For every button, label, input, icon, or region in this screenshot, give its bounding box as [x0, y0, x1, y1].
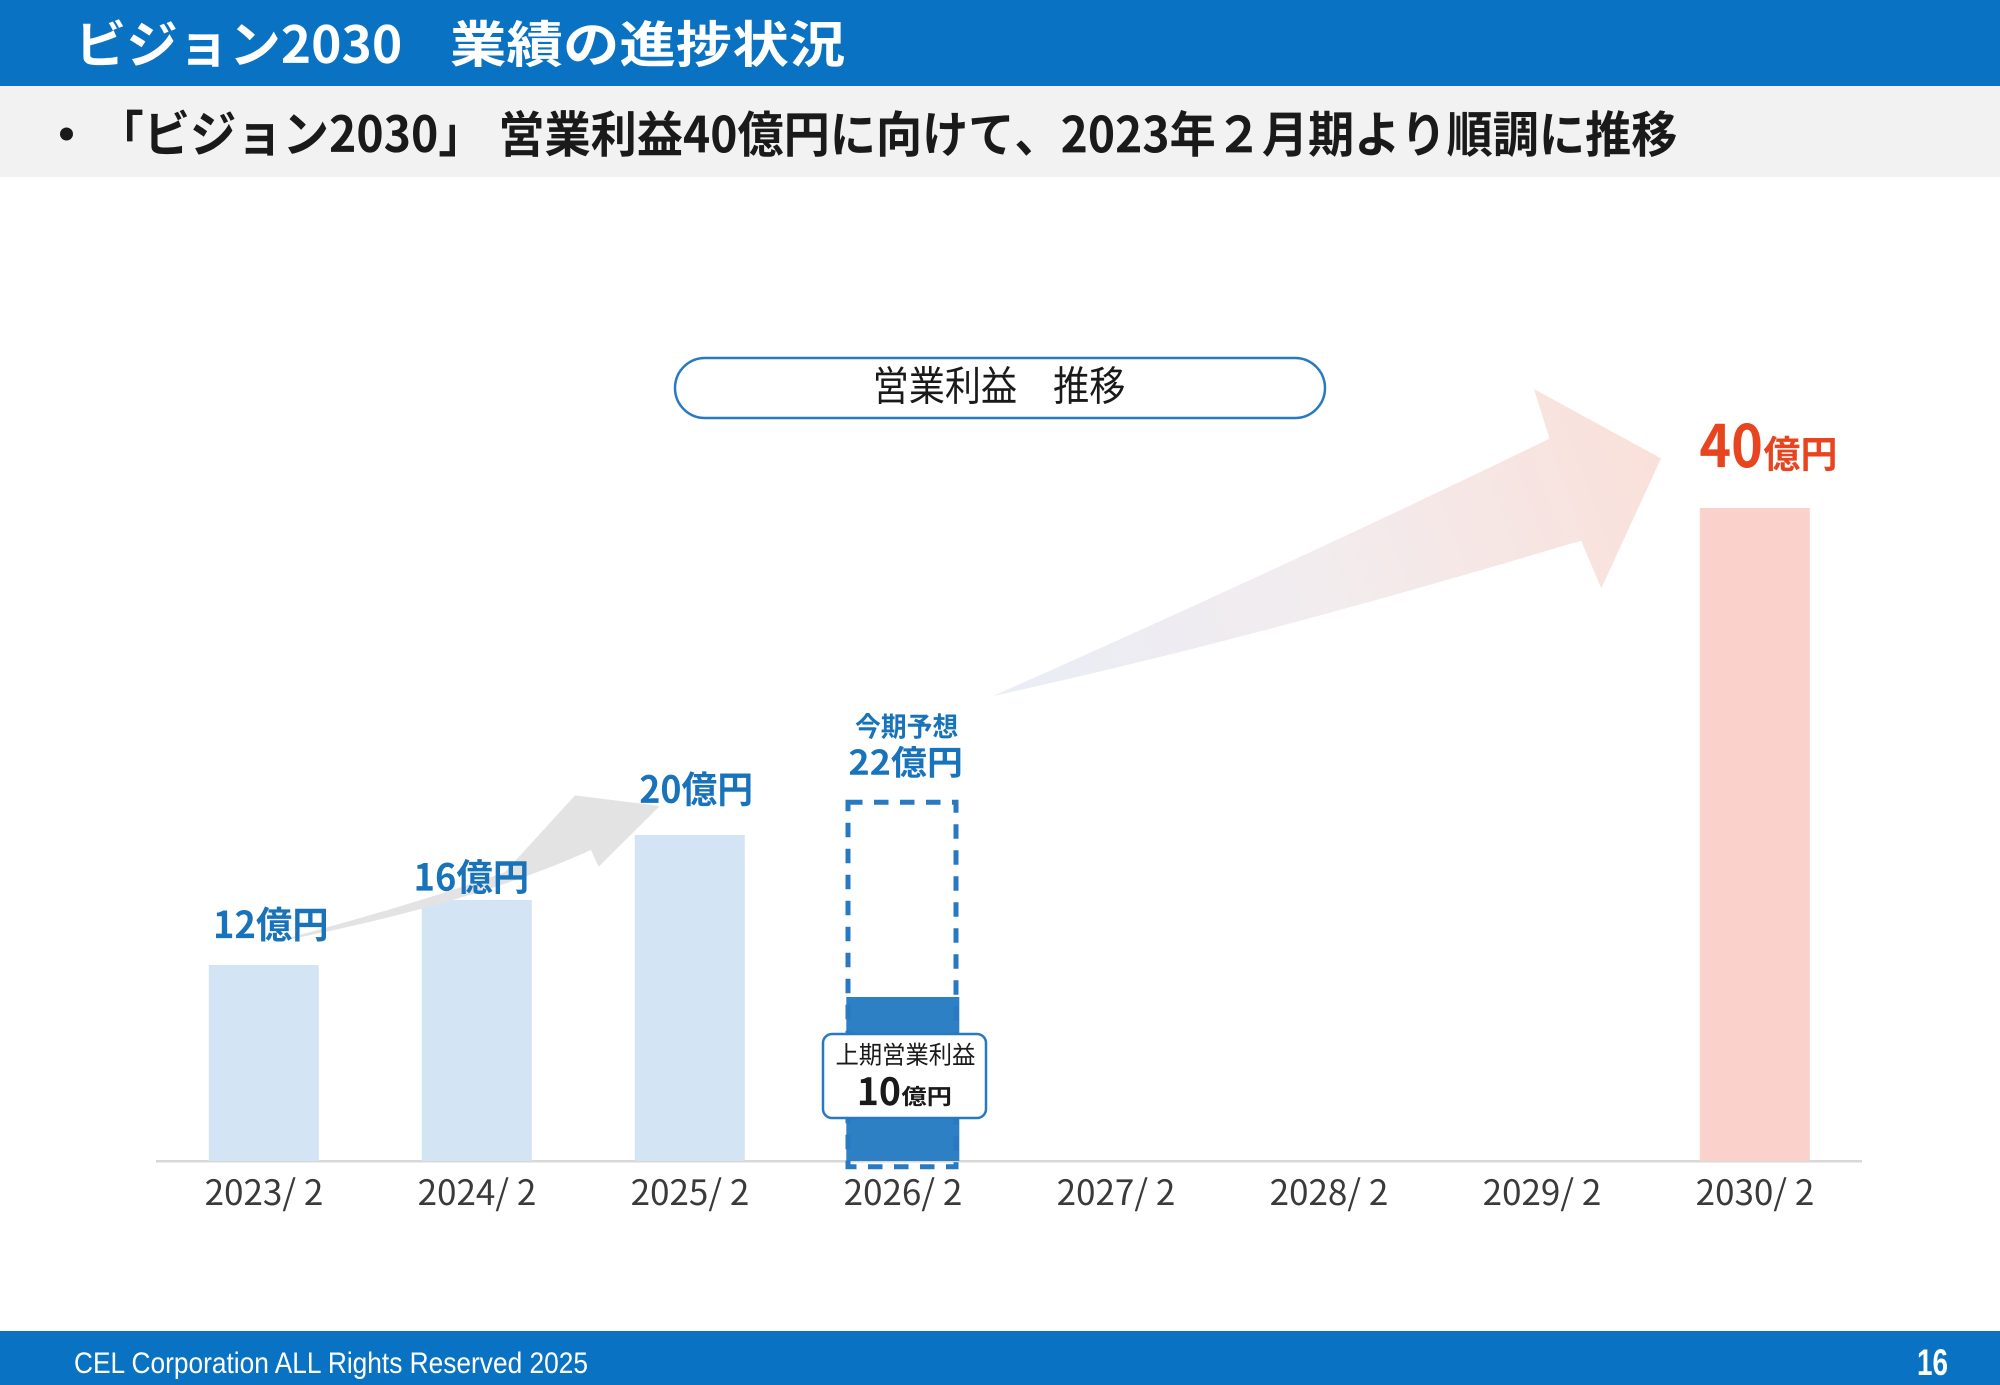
svg-text:CEL Corporation ALL Rights Res: CEL Corporation ALL Rights Reserved 2025	[74, 1347, 588, 1380]
svg-text:16: 16	[1917, 1342, 1948, 1383]
